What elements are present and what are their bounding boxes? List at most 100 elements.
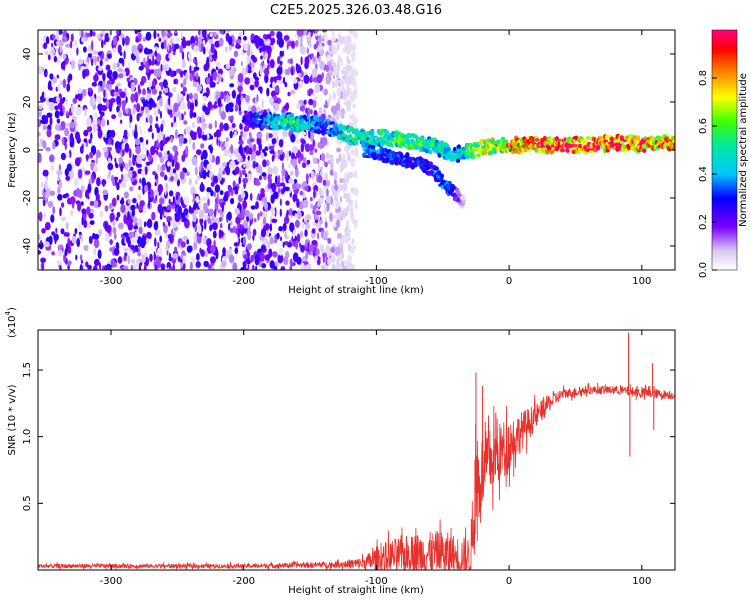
spectrogram-x-label: Height of straight line (km) <box>288 285 424 296</box>
spectrogram-noise-cell <box>95 193 100 202</box>
spectrogram-noise-cell <box>188 136 192 145</box>
spectrogram-noise-cell <box>202 169 207 180</box>
spectrogram-noise-cell <box>93 247 97 256</box>
spectrogram-noise-cell <box>228 254 235 264</box>
spectrogram-x-tick-label: -200 <box>232 276 255 287</box>
spectrogram-noise-cell <box>195 72 199 81</box>
spectrogram-noise-cell <box>323 160 326 166</box>
spectrogram-noise-cell <box>309 75 313 82</box>
spectrogram-noise-cell <box>112 220 116 227</box>
spectrogram-noise-cell <box>175 129 178 139</box>
spectrogram-noise-cell <box>70 209 73 216</box>
spectrogram-ridge-cell <box>500 136 506 141</box>
spectrogram-noise-cell <box>289 89 296 95</box>
spectrogram-noise-cell <box>54 110 60 119</box>
spectrogram-noise-cell <box>313 189 316 199</box>
spectrogram-noise-cell <box>309 43 312 48</box>
spectrogram-ridge-cell <box>436 171 442 175</box>
spectrogram-noise-cell <box>204 250 208 258</box>
spectrogram-noise-cell <box>160 42 165 50</box>
spectrogram-noise-cell <box>263 239 267 245</box>
spectrogram-noise-cell <box>124 35 130 46</box>
spectrogram-noise-cell <box>52 206 56 215</box>
spectrogram-noise-cell <box>311 228 316 234</box>
spectrogram-noise-cell <box>154 237 157 247</box>
spectrogram-noise-cell <box>225 137 229 142</box>
spectrogram-ridge-cell <box>334 126 340 132</box>
spectrogram-noise-cell <box>313 43 317 50</box>
spectrogram-noise-cell <box>269 30 275 37</box>
spectrogram-noise-cell <box>267 182 271 190</box>
spectrogram-noise-cell <box>164 103 168 112</box>
spectrogram-noise-cell <box>166 216 172 222</box>
spectrogram-ridge-cell <box>361 143 366 148</box>
spectrogram-noise-cell <box>183 208 189 216</box>
spectrogram-noise-cell <box>75 131 80 141</box>
spectrogram-noise-cell <box>72 97 78 104</box>
spectrogram-noise-cell <box>323 231 328 241</box>
spectrogram-noise-cell <box>46 129 52 138</box>
spectrogram-noise-cell <box>125 108 129 114</box>
spectrogram-noise-cell <box>294 219 300 228</box>
spectrogram-noise-cell <box>241 67 248 76</box>
spectrogram-noise-cell <box>174 121 177 128</box>
spectrogram-noise-cell <box>242 163 247 168</box>
spectrogram-noise-cell <box>147 218 153 229</box>
spectrogram-noise-cell <box>271 218 278 223</box>
spectrogram-noise-cell <box>253 218 257 223</box>
spectrogram-noise-cell <box>217 97 222 107</box>
spectrogram-noise-cell <box>326 152 329 159</box>
spectrogram-noise-cell <box>115 86 119 93</box>
spectrogram-noise-cell <box>77 91 83 102</box>
spectrogram-noise-cell <box>198 209 205 220</box>
spectrogram-noise-cell <box>355 199 358 205</box>
spectrogram-noise-cell <box>114 157 117 163</box>
spectrogram-noise-cell <box>130 204 136 211</box>
spectrogram-noise-cell <box>328 93 333 102</box>
spectrogram-noise-cell <box>309 244 315 253</box>
spectrogram-noise-cell <box>219 190 224 196</box>
spectrogram-noise-cell <box>280 149 283 154</box>
spectrogram-noise-cell <box>305 222 310 230</box>
spectrogram-noise-cell <box>201 30 207 38</box>
spectrogram-noise-cell <box>41 261 45 270</box>
spectrogram-noise-cell <box>226 161 229 169</box>
spectrogram-ridge-cell <box>520 147 526 153</box>
spectrogram-noise-cell <box>206 46 209 52</box>
spectrogram-noise-cell <box>286 209 289 216</box>
spectrogram-ridge-cell <box>370 130 375 136</box>
spectrogram-ridge-cell <box>628 134 633 139</box>
spectrogram-noise-cell <box>82 69 86 80</box>
spectrogram-noise-cell <box>183 120 188 125</box>
spectrogram-noise-cell <box>159 235 163 243</box>
spectrogram-noise-cell <box>181 200 184 206</box>
spectrogram-noise-cell <box>202 46 206 55</box>
spectrogram-noise-cell <box>38 234 41 241</box>
spectrogram-noise-cell <box>173 246 178 253</box>
spectrogram-noise-cell <box>62 78 67 89</box>
spectrogram-ridge-cell <box>330 121 335 125</box>
spectrogram-noise-cell <box>53 55 58 63</box>
spectrogram-noise-cell <box>267 166 273 176</box>
spectrogram-noise-cell <box>92 233 95 238</box>
spectrogram-noise-cell <box>110 98 116 103</box>
spectrogram-noise-cell <box>203 202 208 213</box>
spectrogram-noise-cell <box>301 139 306 145</box>
spectrogram-noise-cell <box>106 53 112 59</box>
spectrogram-noise-cell <box>81 208 87 215</box>
spectrogram-noise-cell <box>278 139 284 148</box>
spectrogram-noise-cell <box>130 93 136 103</box>
spectrogram-noise-cell <box>327 257 332 266</box>
spectrogram-noise-cell <box>303 74 310 84</box>
spectrogram-noise-cell <box>284 186 291 192</box>
spectrogram-noise-cell <box>97 55 100 62</box>
spectrogram-noise-cell <box>223 195 229 202</box>
spectrogram-noise-cell <box>238 140 244 145</box>
colorbar-gradient <box>711 29 738 271</box>
spectrogram-noise-cell <box>261 200 265 206</box>
spectrogram-noise-cell <box>112 226 117 235</box>
spectrogram-noise-cell <box>79 254 83 261</box>
spectrogram-noise-cell <box>266 241 271 249</box>
spectrogram-noise-cell <box>192 112 197 118</box>
spectrogram-noise-cell <box>118 57 124 64</box>
